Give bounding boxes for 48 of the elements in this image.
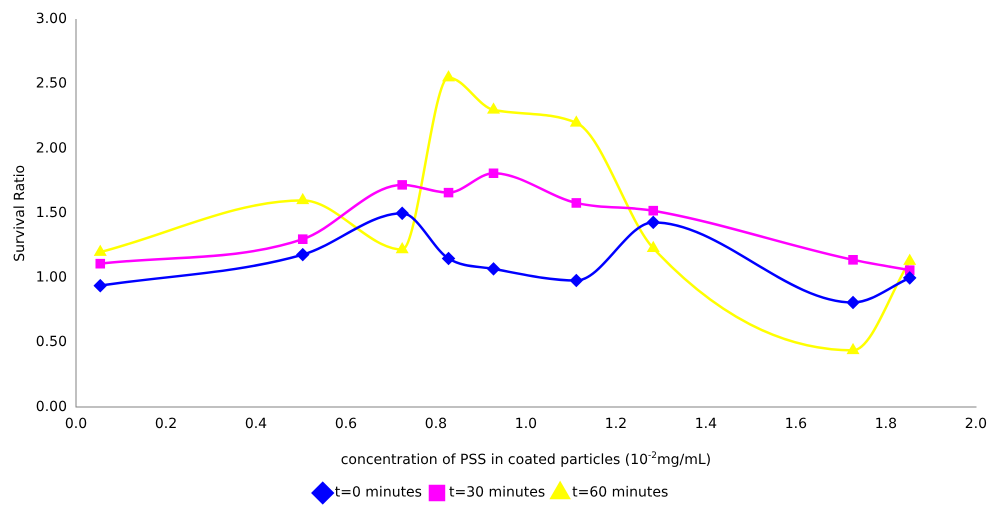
legend-label: t=0 minutes <box>334 484 422 501</box>
point <box>488 168 498 178</box>
point <box>396 207 408 220</box>
point <box>94 246 106 256</box>
x-tick-label: 0.4 <box>244 416 268 432</box>
point <box>647 216 660 229</box>
x-tick-label: 0.0 <box>64 416 88 432</box>
point <box>648 242 659 252</box>
point <box>570 116 582 127</box>
point <box>488 104 500 114</box>
point <box>570 274 583 287</box>
x-tick-label: 1.4 <box>694 416 718 432</box>
point <box>903 272 916 284</box>
y-tick-label: 2.00 <box>36 140 67 156</box>
x-tick-label: 1.2 <box>604 416 628 432</box>
point <box>396 243 408 254</box>
x-tick-label: 1.0 <box>514 416 538 432</box>
point <box>397 180 407 190</box>
point <box>94 279 107 292</box>
point <box>846 296 860 309</box>
x-tick-label: 0.6 <box>334 416 358 432</box>
point <box>487 262 500 276</box>
x-tick-label: 1.8 <box>874 416 898 432</box>
point <box>296 248 309 261</box>
point <box>904 254 916 265</box>
y-tick-label: 0.50 <box>36 334 67 350</box>
y-tick-label: 1.00 <box>36 270 67 286</box>
point <box>648 206 658 216</box>
y-axis-title: Survival Ratio <box>12 164 28 262</box>
point <box>848 255 858 265</box>
y-tick-label: 2.50 <box>36 76 67 92</box>
legend-label: t=60 minutes <box>572 484 668 501</box>
point <box>572 198 582 208</box>
point <box>444 188 454 198</box>
point <box>442 252 455 265</box>
y-tick-label: 3.00 <box>36 11 67 28</box>
x-tick-label: 2.0 <box>964 416 987 432</box>
x-tick-label: 0.8 <box>424 416 448 432</box>
x-tick-label: 1.6 <box>784 416 808 432</box>
point <box>297 194 308 204</box>
point <box>442 71 454 82</box>
point <box>298 234 308 244</box>
x-tick-label: 0.2 <box>154 416 178 432</box>
y-tick-label: 1.50 <box>36 204 67 221</box>
y-tick-label: 0.00 <box>36 398 67 415</box>
point <box>847 344 859 354</box>
point <box>95 258 106 268</box>
legend-label: t=30 minutes <box>448 484 546 501</box>
